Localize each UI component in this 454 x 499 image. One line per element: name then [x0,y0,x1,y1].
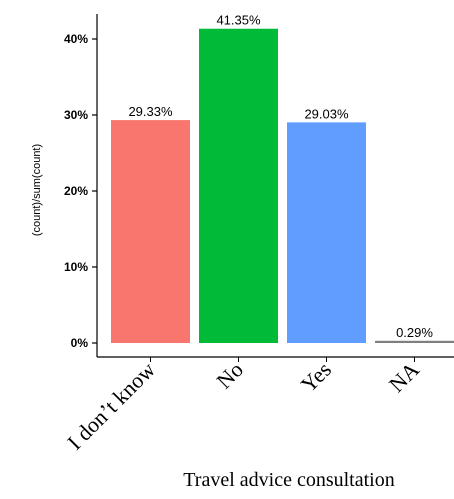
bar-data-label: 29.33% [128,104,173,119]
x-axis: I don’t know No Yes NA [62,357,424,455]
y-axis: 0% 10% 20% 30% 40% [64,32,97,350]
bar [287,122,366,343]
x-tick-label: I don’t know [62,357,160,455]
y-tick-label: 10% [64,260,88,274]
bar-data-label: 0.29% [396,325,433,340]
y-tick-label: 40% [64,32,88,46]
x-axis-title: Travel advice consultation [183,469,394,491]
x-tick-label: Yes [296,357,336,397]
bars-group: 29.33% 41.35% 29.03% 0.29% [111,13,454,344]
x-tick-label: NA [384,357,424,397]
bar [111,120,190,343]
bar-data-label: 41.35% [216,13,261,28]
bar [199,28,278,344]
bar-data-label: 29.03% [304,106,349,121]
y-tick-label: 20% [64,184,88,198]
x-tick-label: No [211,357,248,394]
y-tick-label: 30% [64,108,88,122]
y-tick-label: 0% [71,336,89,350]
y-axis-title: (count)/sum(count) [31,144,43,236]
bar [375,340,454,343]
